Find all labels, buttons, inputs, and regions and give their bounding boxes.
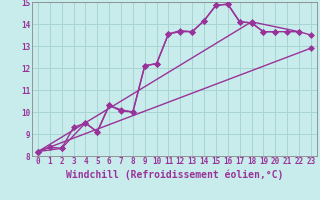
X-axis label: Windchill (Refroidissement éolien,°C): Windchill (Refroidissement éolien,°C) bbox=[66, 169, 283, 180]
